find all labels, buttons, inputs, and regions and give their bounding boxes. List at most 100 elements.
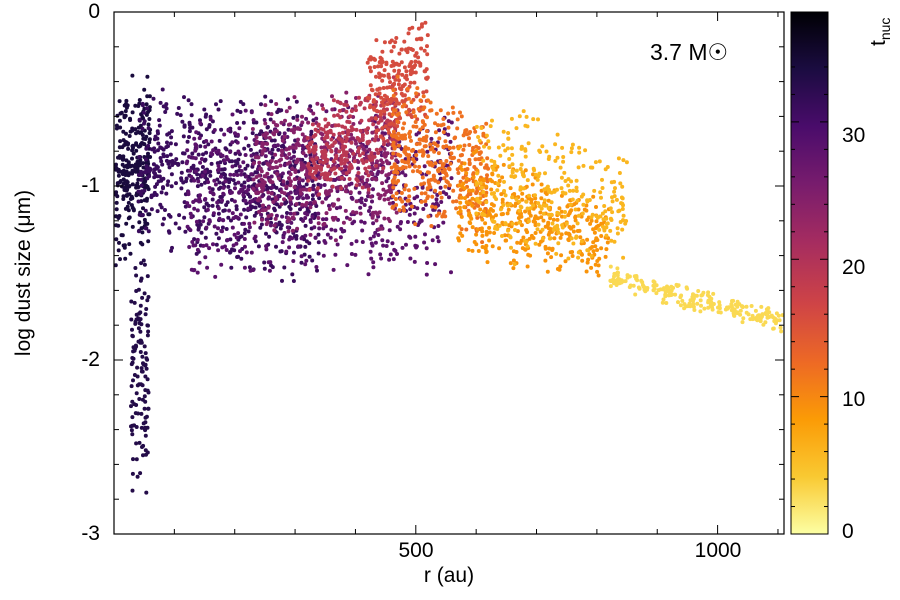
data-point — [194, 146, 199, 151]
data-point — [387, 257, 392, 262]
data-point — [514, 126, 519, 131]
data-point — [506, 131, 511, 135]
data-point — [386, 216, 391, 221]
data-point — [377, 60, 382, 65]
mass-annotation: 3.7 M☉ — [650, 39, 728, 65]
data-point — [246, 178, 251, 183]
data-point — [310, 214, 315, 219]
data-point — [464, 227, 469, 232]
data-point — [428, 162, 432, 167]
data-point — [558, 165, 563, 170]
data-point — [138, 471, 143, 476]
data-point — [729, 302, 734, 307]
data-point — [349, 241, 354, 246]
data-point — [296, 137, 300, 142]
data-point — [452, 155, 456, 160]
data-point — [705, 293, 710, 298]
data-point — [323, 117, 328, 122]
data-point — [300, 178, 305, 183]
data-point — [513, 228, 517, 232]
data-point — [353, 252, 358, 257]
data-point — [358, 211, 363, 216]
data-point — [241, 193, 246, 197]
data-point — [272, 208, 277, 213]
data-point — [232, 199, 237, 204]
data-point — [541, 218, 546, 223]
data-point — [291, 259, 296, 263]
data-point — [327, 203, 331, 208]
data-point — [585, 218, 590, 222]
data-point — [567, 232, 572, 237]
data-point — [415, 86, 420, 91]
data-point — [598, 190, 603, 195]
data-point — [402, 187, 407, 192]
data-point — [371, 234, 376, 239]
data-point — [130, 432, 135, 437]
data-point — [430, 194, 435, 199]
data-point — [365, 141, 370, 146]
data-point — [470, 188, 475, 193]
data-point — [380, 238, 385, 243]
data-point — [147, 137, 152, 142]
data-point — [259, 222, 264, 227]
data-point — [553, 158, 558, 163]
data-point — [302, 138, 307, 143]
data-point — [185, 201, 190, 206]
data-point — [161, 104, 166, 109]
data-point — [343, 158, 347, 162]
data-point — [118, 257, 122, 262]
data-point — [191, 200, 196, 204]
data-point — [126, 200, 131, 205]
data-point — [467, 157, 472, 162]
data-point — [454, 199, 459, 204]
data-point — [332, 166, 337, 171]
data-point — [144, 198, 149, 203]
data-point — [595, 248, 600, 252]
data-point — [378, 147, 383, 152]
data-point — [473, 157, 478, 162]
data-point — [137, 163, 142, 168]
data-point — [553, 142, 558, 147]
data-point — [129, 362, 134, 367]
data-point — [198, 193, 202, 198]
data-point — [364, 144, 369, 149]
data-point — [481, 190, 486, 194]
data-point — [706, 305, 711, 310]
data-point — [183, 229, 188, 234]
data-point — [299, 236, 304, 241]
data-point — [318, 159, 323, 164]
data-point — [429, 224, 434, 228]
data-point — [201, 152, 205, 157]
data-point — [473, 202, 478, 206]
data-point — [374, 147, 379, 152]
data-point — [438, 185, 443, 190]
data-point — [142, 142, 147, 147]
data-point — [459, 114, 464, 119]
data-point — [376, 169, 381, 174]
data-point — [571, 188, 576, 193]
data-point — [130, 224, 135, 229]
data-point — [551, 217, 556, 222]
data-point — [130, 415, 135, 420]
data-point — [546, 226, 551, 231]
data-point — [347, 168, 352, 173]
data-point — [354, 96, 358, 100]
data-point — [234, 207, 239, 212]
data-point — [408, 80, 413, 85]
data-point — [388, 40, 392, 45]
data-point — [125, 187, 130, 192]
data-point — [266, 111, 271, 116]
data-point — [492, 231, 497, 235]
data-point — [381, 97, 386, 102]
data-point — [259, 177, 264, 182]
data-point — [233, 131, 237, 136]
data-point — [134, 273, 139, 278]
data-point — [637, 286, 642, 291]
data-point — [287, 176, 291, 181]
data-point — [399, 91, 404, 96]
data-point — [402, 149, 407, 154]
data-point — [347, 182, 352, 187]
data-point — [333, 252, 338, 257]
data-point — [300, 114, 304, 119]
data-point — [137, 220, 142, 225]
